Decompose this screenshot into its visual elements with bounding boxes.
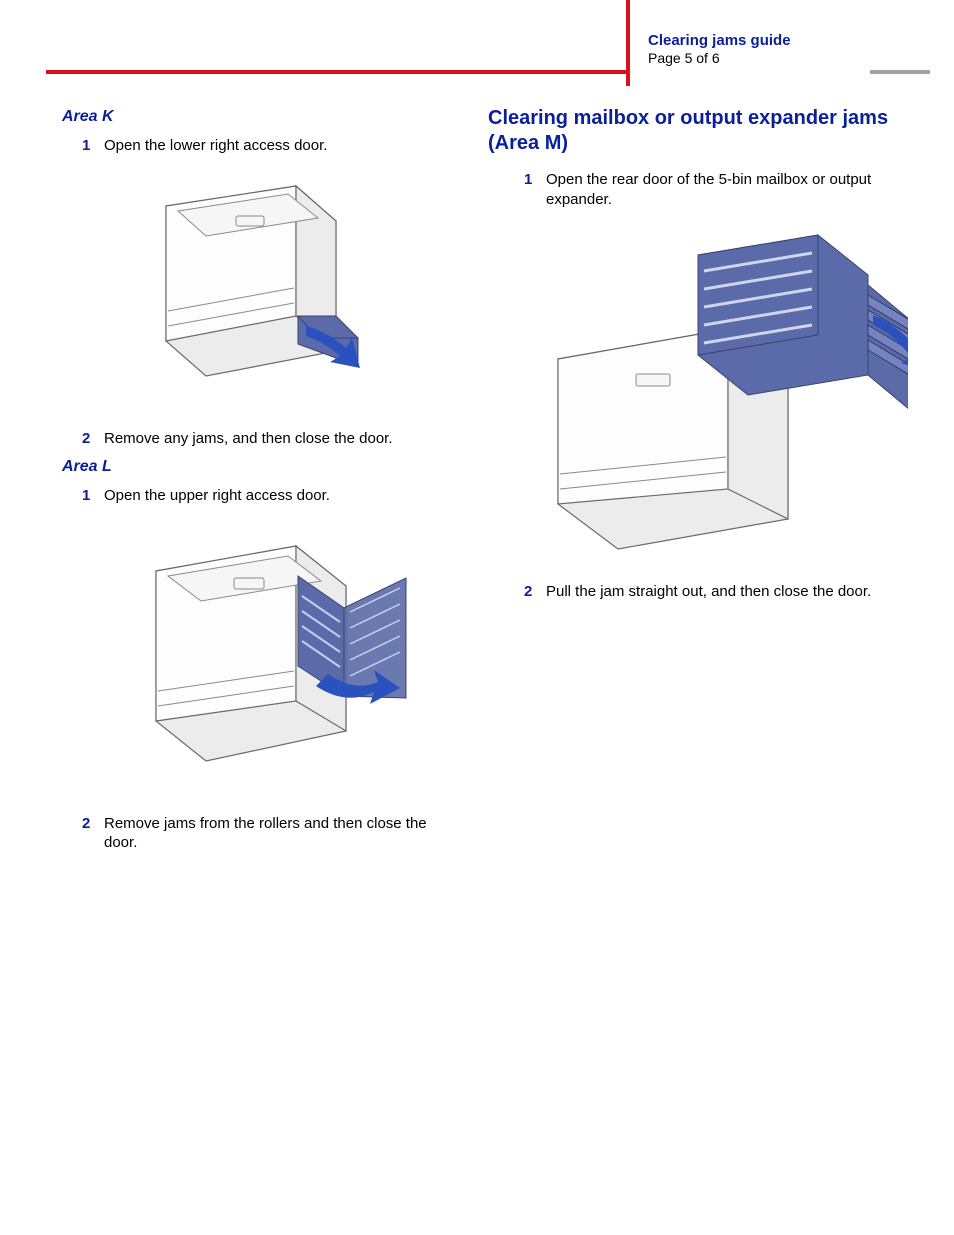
step-number: 1 <box>82 486 104 506</box>
printer-lower-right-door-icon <box>106 166 376 411</box>
step-text: Open the lower right access door. <box>104 136 464 156</box>
area-l-heading: Area L <box>62 458 464 476</box>
area-m-step-2: 2 Pull the jam straight out, and then cl… <box>524 582 908 602</box>
page-number-label: Page 5 of 6 <box>648 50 720 66</box>
area-l-step-1: 1 Open the upper right access door. <box>82 486 464 506</box>
step-text: Remove any jams, and then close the door… <box>104 429 464 449</box>
content-columns: Area K 1 Open the lower right access doo… <box>46 100 908 1189</box>
area-k-heading: Area K <box>62 108 464 126</box>
step-number: 2 <box>524 582 546 602</box>
area-m-heading: Clearing mailbox or output expander jams… <box>488 106 908 156</box>
step-text: Open the rear door of the 5-bin mailbox … <box>546 170 908 209</box>
guide-title: Clearing jams guide <box>648 32 791 49</box>
area-k-step-1: 1 Open the lower right access door. <box>82 136 464 156</box>
figure-area-m <box>518 219 908 564</box>
step-number: 2 <box>82 814 104 853</box>
figure-area-k <box>106 166 464 411</box>
step-text: Pull the jam straight out, and then clos… <box>546 582 908 602</box>
left-column: Area K 1 Open the lower right access doo… <box>46 100 464 1189</box>
area-m-step-1: 1 Open the rear door of the 5-bin mailbo… <box>524 170 908 209</box>
page: Clearing jams guide Page 5 of 6 Area K 1… <box>0 0 954 1235</box>
header-rule-gray <box>870 70 930 74</box>
step-text: Remove jams from the rollers and then cl… <box>104 814 464 853</box>
right-column: Clearing mailbox or output expander jams… <box>488 100 908 1189</box>
area-k-step-2: 2 Remove any jams, and then close the do… <box>82 429 464 449</box>
figure-area-l <box>106 516 464 796</box>
printer-upper-right-door-icon <box>106 516 436 796</box>
page-header: Clearing jams guide Page 5 of 6 <box>0 0 954 86</box>
printer-mailbox-icon <box>518 219 908 564</box>
step-number: 2 <box>82 429 104 449</box>
step-text: Open the upper right access door. <box>104 486 464 506</box>
area-l-step-2: 2 Remove jams from the rollers and then … <box>82 814 464 853</box>
header-rule-red <box>46 70 626 74</box>
step-number: 1 <box>82 136 104 156</box>
header-vertical-rule <box>626 0 630 86</box>
step-number: 1 <box>524 170 546 209</box>
